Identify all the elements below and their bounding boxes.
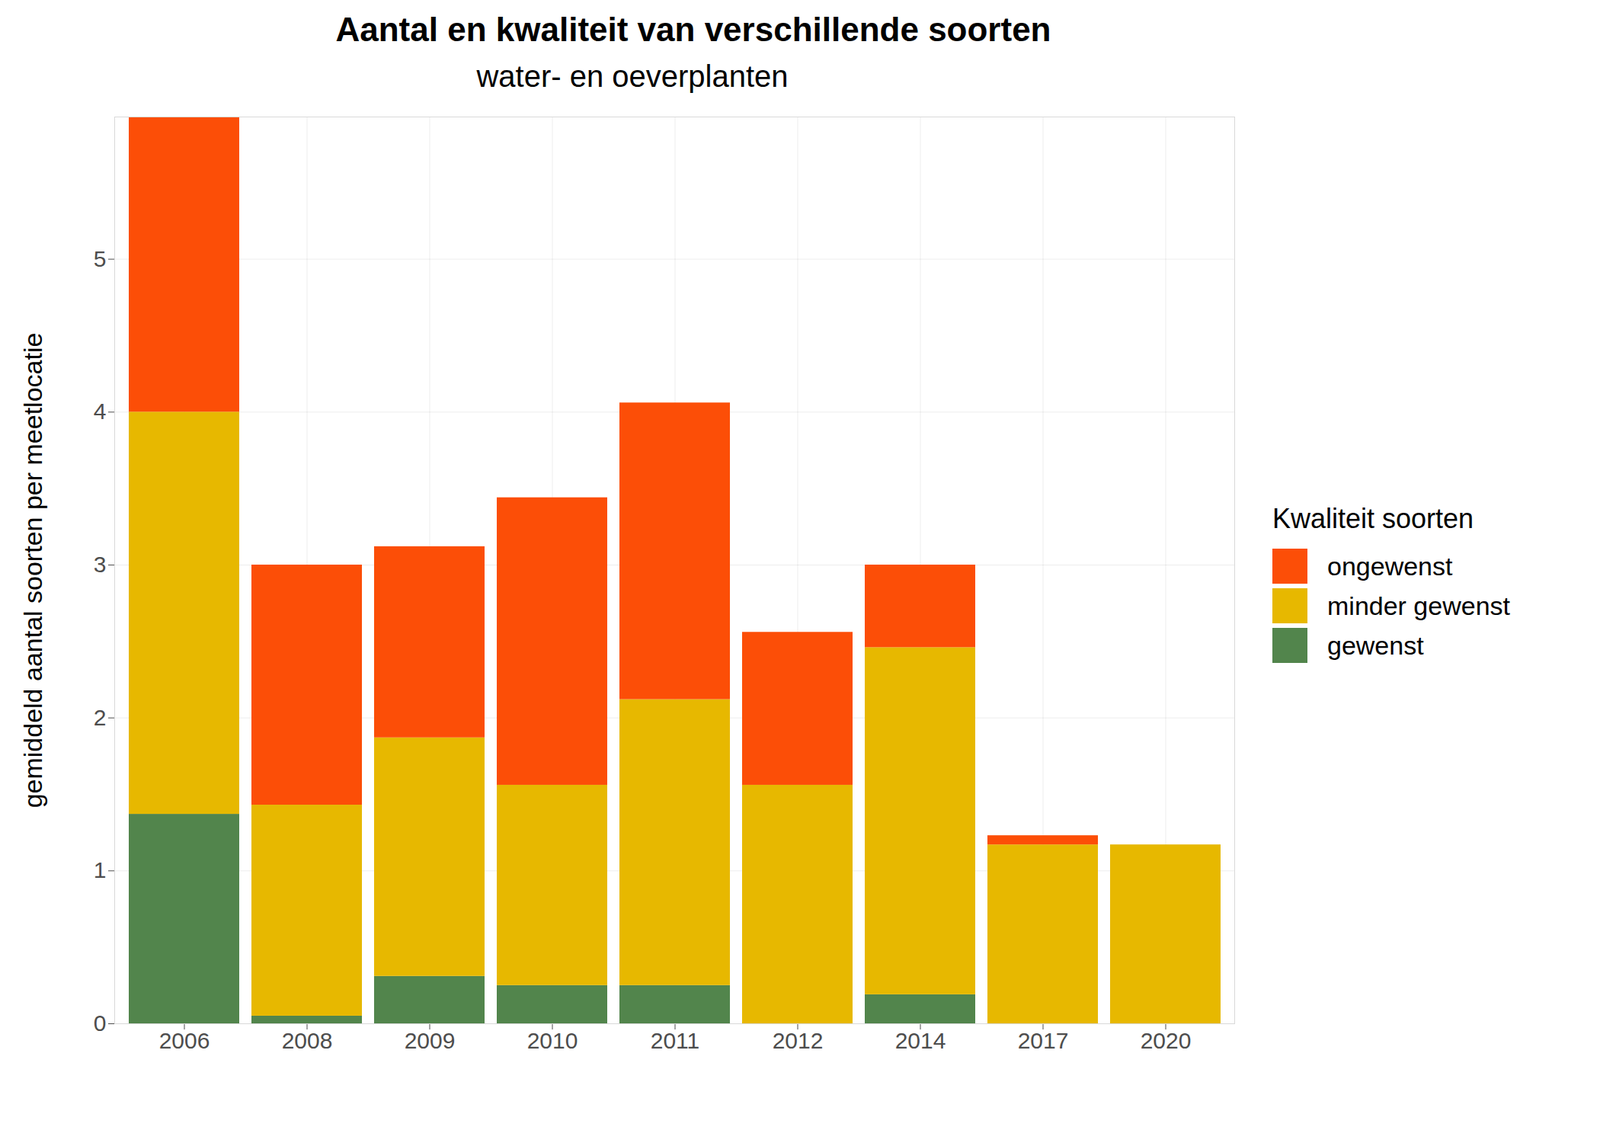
- html-text:gewenst: gewenst: [1327, 630, 1424, 660]
- svg-text:5: 5: [93, 246, 107, 272]
- svg-text:1: 1: [93, 857, 107, 883]
- html-text:Kwaliteit soorten: Kwaliteit soorten: [1272, 502, 1474, 535]
- svg-text:4: 4: [93, 398, 107, 424]
- svg-text:gemiddeld aantal soorten per m: gemiddeld aantal soorten per meetlocatie: [18, 332, 48, 809]
- html-text:Aantal en kwaliteit van versch: Aantal en kwaliteit van verschillende so…: [335, 10, 1052, 48]
- svg-text:2010: 2010: [527, 1027, 579, 1053]
- html-text:minder gewenst: minder gewenst: [1327, 590, 1511, 620]
- svg-text:2008: 2008: [281, 1027, 333, 1053]
- html-text:ongewenst: ongewenst: [1327, 551, 1453, 581]
- html-text:water- en oeverplanten: water- en oeverplanten: [476, 59, 789, 93]
- svg-text:2009: 2009: [404, 1027, 456, 1053]
- svg-text:2014: 2014: [895, 1027, 947, 1053]
- svg-text:2012: 2012: [772, 1027, 824, 1053]
- svg-text:2017: 2017: [1017, 1027, 1069, 1053]
- svg-text:3: 3: [93, 551, 107, 577]
- svg-text:2006: 2006: [159, 1027, 211, 1053]
- svg-text:0: 0: [93, 1010, 107, 1036]
- svg-text:2011: 2011: [650, 1027, 701, 1053]
- svg-text:2: 2: [93, 704, 107, 730]
- svg-text:2020: 2020: [1140, 1027, 1192, 1053]
